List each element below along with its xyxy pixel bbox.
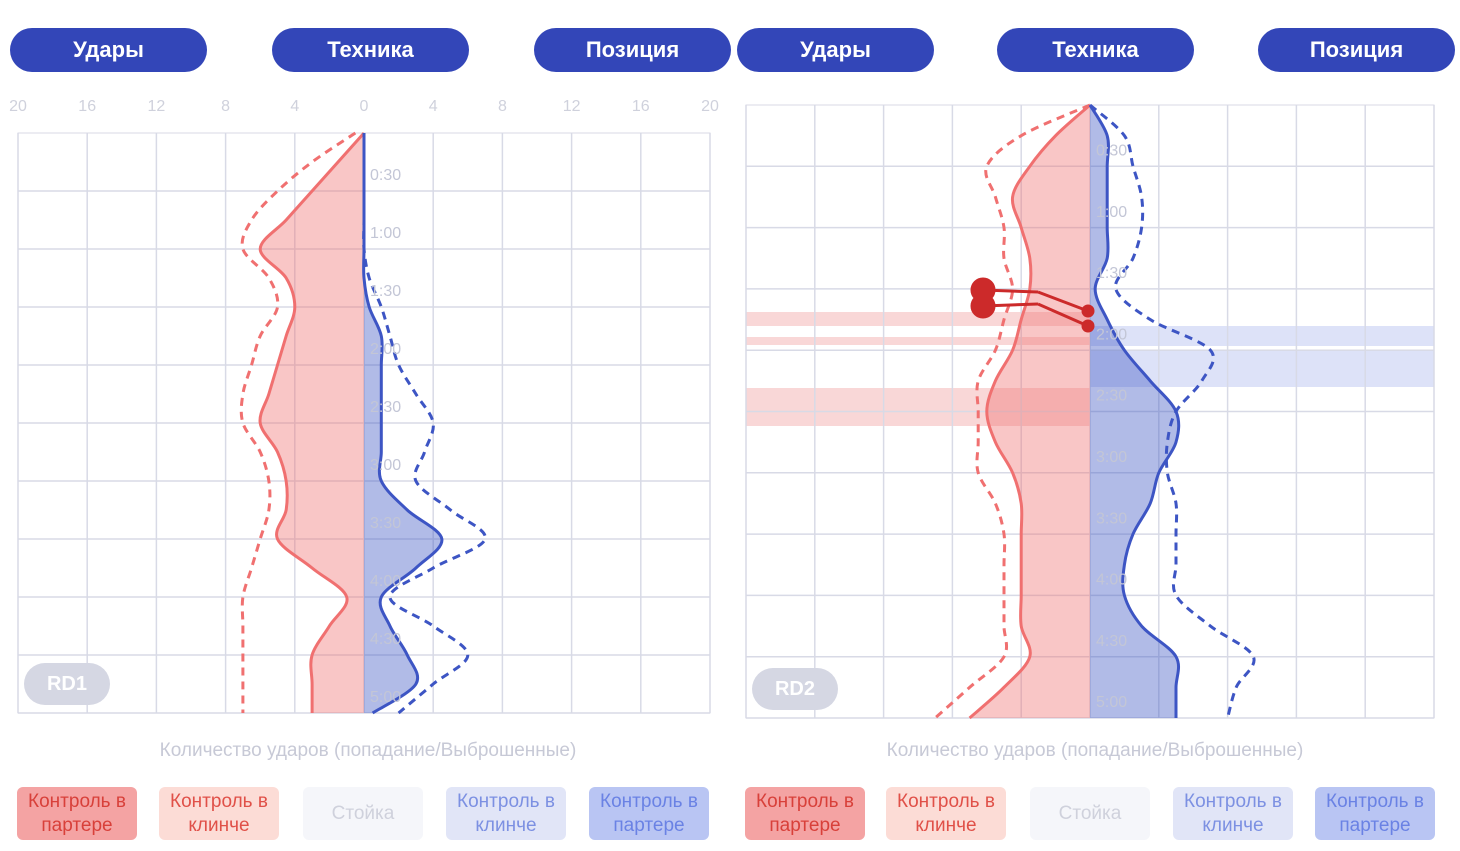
y-tick-label: 3:00 <box>1096 449 1127 466</box>
y-tick-label: 2:00 <box>1096 326 1127 343</box>
legend-item[interactable]: Контроль в клинче <box>446 787 566 840</box>
y-tick-label: 4:00 <box>370 573 401 590</box>
x-tick-label: 20 <box>9 98 27 115</box>
area <box>363 133 442 713</box>
y-tick-label: 1:00 <box>370 225 401 242</box>
x-tick-label: 4 <box>290 98 299 115</box>
y-tick-label: 4:30 <box>370 631 401 648</box>
area <box>260 133 364 713</box>
legend-item[interactable]: Стойка <box>1030 787 1150 840</box>
legend-item[interactable]: Контроль в партере <box>589 787 709 840</box>
legend-item[interactable]: Контроль в клинче <box>159 787 279 840</box>
tab-button[interactable]: Удары <box>737 28 934 72</box>
tab-button[interactable]: Позиция <box>1258 28 1455 72</box>
axis-label: Количество ударов (попадание/Выброшенные… <box>159 740 577 761</box>
plots: 20 16 12 8 4 0 4 8 12 16 20 0:30 1:00 1:30 2:00 2:30 3:0… <box>9 98 1435 720</box>
y-tick-label: 3:30 <box>1096 510 1127 527</box>
y-tick-label: 2:30 <box>1096 388 1127 405</box>
y-tick-label: 5:00 <box>370 689 401 706</box>
x-tick-label: 12 <box>563 98 581 115</box>
y-tick-label: 3:00 <box>370 457 401 474</box>
legend-item[interactable]: Стойка <box>303 787 423 840</box>
y-tick-label: 0:30 <box>370 167 401 184</box>
y-tick-label: 3:30 <box>370 515 401 532</box>
line <box>258 131 366 713</box>
line <box>239 131 357 713</box>
event-markers <box>970 277 1095 333</box>
legend-item[interactable]: Контроль в партере <box>17 787 137 840</box>
line <box>968 103 1091 720</box>
tab-button[interactable]: Позиция <box>534 28 731 72</box>
x-tick-label: 8 <box>498 98 507 115</box>
x-tick-label: 8 <box>221 98 230 115</box>
legend-item[interactable]: Контроль в клинче <box>886 787 1006 840</box>
y-tick-label: 1:30 <box>370 283 401 300</box>
x-tick-label: 0 <box>360 98 369 115</box>
area <box>969 105 1090 718</box>
round-badge: RD2 <box>752 668 838 710</box>
y-tick-label: 2:30 <box>370 399 401 416</box>
y-tick-label: 4:00 <box>1096 572 1127 589</box>
y-tick-label: 1:30 <box>1096 265 1127 282</box>
line <box>934 103 1091 720</box>
x-tick-label: 4 <box>429 98 438 115</box>
y-tick-label: 4:30 <box>1096 633 1127 650</box>
line <box>362 133 487 715</box>
y-tick-label: 5:00 <box>1096 694 1127 711</box>
legend-item[interactable]: Контроль в клинче <box>1173 787 1293 840</box>
line <box>362 133 444 715</box>
tab-button[interactable]: Удары <box>10 28 207 72</box>
area <box>1090 105 1179 718</box>
x-tick-label: 20 <box>701 98 719 115</box>
legend-item[interactable]: Контроль в партере <box>745 787 865 840</box>
y-tick-label: 0:30 <box>1096 143 1127 160</box>
x-tick-label: 16 <box>78 98 96 115</box>
y-tick-label: 2:00 <box>370 341 401 358</box>
x-tick-label: 16 <box>632 98 650 115</box>
round-badge: RD1 <box>24 663 110 705</box>
y-tick-label: 1:00 <box>1096 204 1127 221</box>
tab-button[interactable]: Техника <box>272 28 469 72</box>
line <box>1089 103 1256 719</box>
tab-button[interactable]: Техника <box>997 28 1194 72</box>
legend-item[interactable]: Контроль в партере <box>1315 787 1435 840</box>
axis-label: Количество ударов (попадание/Выброшенные… <box>886 740 1304 761</box>
x-tick-label: 12 <box>148 98 166 115</box>
